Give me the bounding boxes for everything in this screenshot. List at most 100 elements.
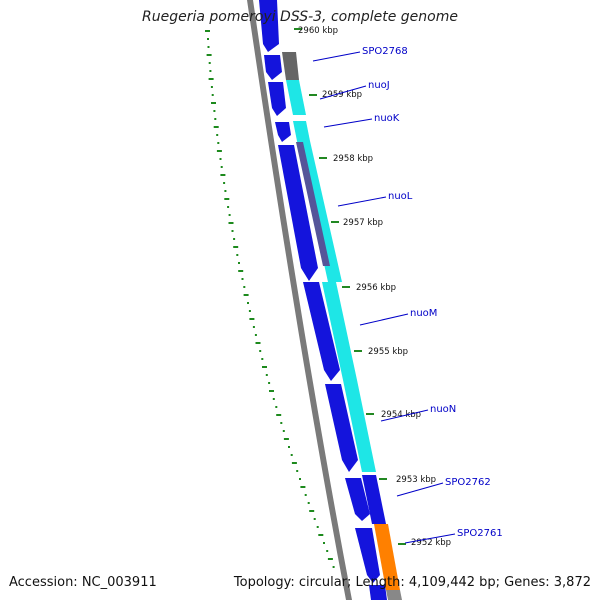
gc-dot (249, 318, 255, 320)
gc-dot (213, 126, 219, 128)
gc-dot (275, 406, 278, 408)
gc-dot (272, 398, 275, 400)
cds-segment (264, 55, 282, 80)
gc-dot (211, 94, 214, 96)
gene-spo2761 (374, 524, 400, 590)
gc-dot (228, 222, 234, 224)
gc-dot (291, 462, 297, 464)
gene-label-nuon[interactable]: nuoN (430, 404, 456, 415)
gc-dot (241, 278, 244, 280)
scale-tick-label: 2957 kbp (343, 218, 383, 228)
gene-label-nuoj[interactable]: nuoJ (368, 80, 390, 91)
gc-dot (282, 430, 285, 432)
gc-dot (299, 478, 301, 480)
cds-segment (275, 122, 291, 142)
gc-dot (255, 342, 261, 344)
label-leader (323, 118, 373, 128)
gc-dot (216, 150, 222, 152)
gc-dot (254, 334, 257, 336)
gene-label-spo2761[interactable]: SPO2761 (457, 528, 503, 539)
gc-dot (220, 174, 226, 176)
gc-dot (243, 294, 249, 296)
gc-dot (211, 102, 216, 104)
gc-dot (227, 206, 230, 208)
gc-dot (214, 118, 217, 120)
scale-tick-label: 2954 kbp (381, 410, 421, 420)
accession-label: Accession: NC_003911 (9, 575, 157, 590)
gc-dot (216, 134, 219, 136)
gc-dot (252, 326, 255, 328)
scale-tick-label: 2958 kbp (333, 154, 373, 164)
gc-dot (300, 486, 306, 488)
gc-dot (307, 502, 310, 504)
gc-dot (205, 30, 210, 32)
gc-dot (326, 550, 329, 552)
gc-dot (269, 390, 274, 392)
gene-nuon (343, 380, 376, 472)
genome-summary: Topology: circular; Length: 4,109,442 bp… (233, 575, 591, 590)
cds-segment (325, 384, 358, 472)
cds-segment (303, 282, 340, 381)
cds-segment (259, 0, 279, 52)
gc-dot (228, 214, 231, 216)
gc-dot (265, 374, 268, 376)
gc-dot (223, 182, 226, 184)
genome-backbone (247, 0, 352, 600)
scale-tick-label: 2959 kbp (322, 90, 362, 100)
gc-dot (259, 350, 262, 352)
scale-ticks: 2960 kbp 2959 kbp 2958 kbp 2957 kbp 2956… (294, 26, 451, 548)
gc-dot (220, 166, 223, 168)
gc-dot (296, 470, 299, 472)
gene-spo2768 (282, 52, 299, 80)
gc-dot (318, 534, 324, 536)
gene-label-nuok[interactable]: nuoK (374, 113, 400, 124)
gene-label-nuom[interactable]: nuoM (410, 308, 437, 319)
gc-dot (209, 70, 212, 72)
gc-dot (290, 454, 293, 456)
gene-label-spo2762[interactable]: SPO2762 (445, 477, 491, 488)
label-leader (359, 313, 409, 326)
gc-dot (207, 46, 210, 48)
gc-dot (224, 198, 230, 200)
gc-dot (262, 366, 267, 368)
gene-nuol-overlap (296, 142, 330, 266)
gc-dot (208, 62, 211, 64)
cds-segment (345, 478, 370, 521)
scale-tick-label: 2952 kbp (411, 538, 451, 548)
gene-label-spo2768[interactable]: SPO2768 (362, 46, 408, 57)
gc-dot (233, 246, 239, 248)
gc-dot (210, 86, 213, 88)
gc-dot (233, 238, 236, 240)
gene-lane (282, 52, 402, 600)
gc-dot (332, 566, 335, 568)
gene-labels: SPO2768 nuoJ nuoK nuoL nuoM nuoN SPO2762… (312, 46, 503, 544)
gene-label-nuol[interactable]: nuoL (388, 191, 413, 202)
gc-dot (268, 382, 271, 384)
gc-dot (224, 190, 227, 192)
cds-segment (355, 528, 380, 583)
gc-dot (247, 302, 249, 304)
gc-dot (238, 262, 240, 264)
cds-lane (259, 0, 387, 600)
gc-dot (280, 422, 283, 424)
gc-dot (206, 54, 212, 56)
label-leader (319, 85, 367, 100)
scale-tick-label: 2953 kbp (396, 475, 436, 485)
gc-dot (276, 414, 282, 416)
gc-dot (231, 230, 234, 232)
gene-nuoj (286, 80, 306, 115)
gc-dot (283, 438, 289, 440)
label-leader (404, 533, 456, 544)
label-leader (380, 409, 429, 422)
label-leader (312, 51, 361, 62)
genome-title: Ruegeria pomeroyi DSS-3, complete genome (142, 9, 458, 25)
label-leader (396, 482, 444, 497)
gc-dot (217, 142, 220, 144)
gc-dot (313, 518, 316, 520)
gc-dot (219, 158, 222, 160)
gene-nuok (293, 121, 310, 141)
gc-dot (304, 494, 307, 496)
gc-dot (238, 270, 244, 272)
label-leader (337, 196, 387, 207)
